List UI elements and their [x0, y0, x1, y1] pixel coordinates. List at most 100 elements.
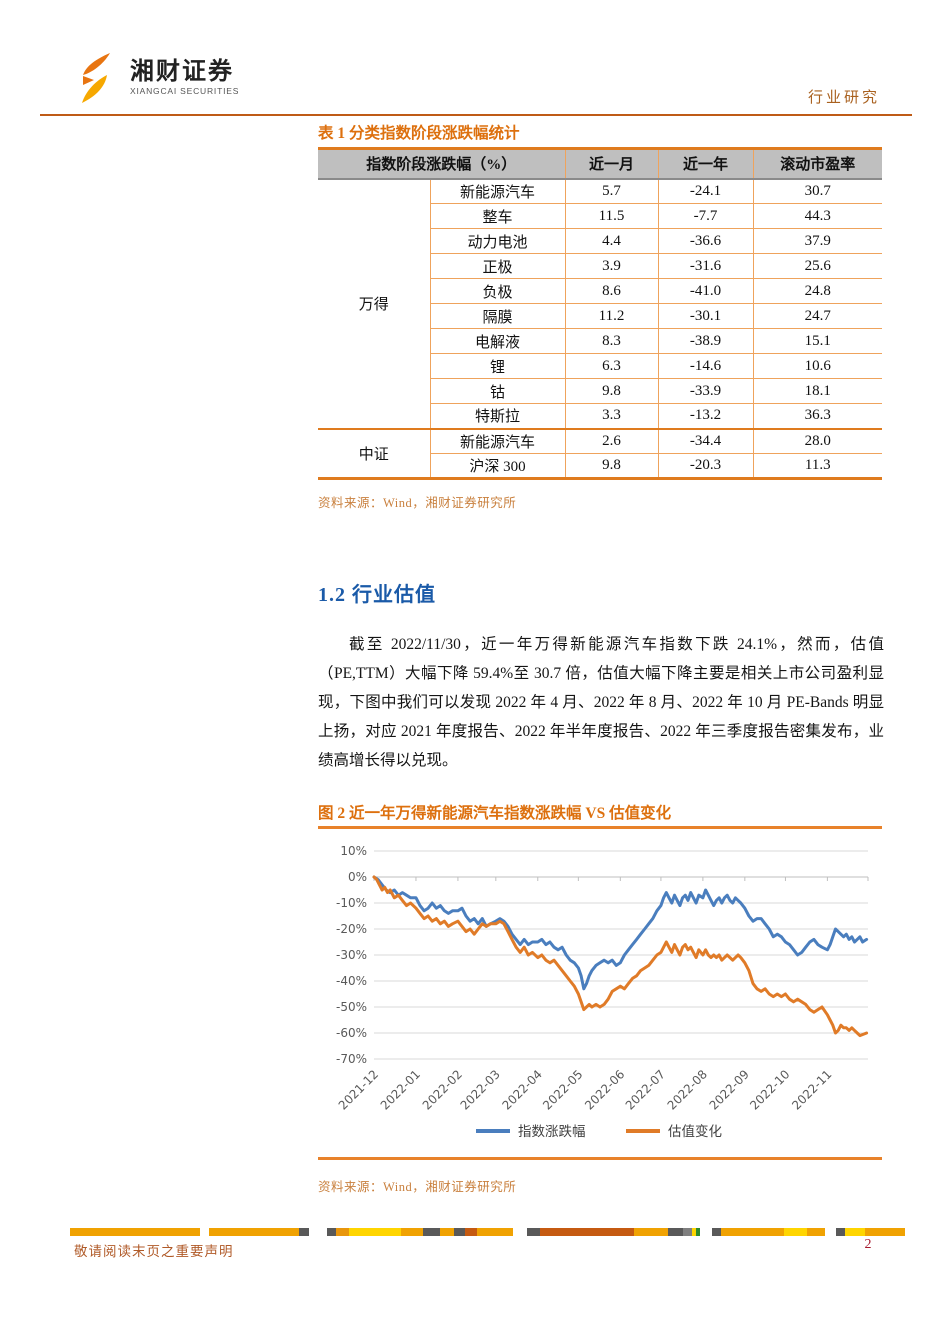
- footer-bar-segment: [464, 1228, 478, 1236]
- table-name-cell: 锂: [429, 353, 566, 379]
- footer-bar-segment: [712, 1228, 722, 1236]
- footer-bar-segment: [864, 1228, 905, 1236]
- footer-bar-segment: [634, 1228, 669, 1236]
- table-source-note: 资料来源：Wind，湘财证券研究所: [318, 496, 517, 510]
- table-body: 万得 新能源汽车 5.7 -24.1 30.7 整车 11.5 -7.7 44.3 动力电池 4.4…: [318, 178, 883, 479]
- y-tick-label: 10%: [340, 844, 367, 858]
- footer-bar-segment: [209, 1228, 299, 1236]
- table-group-cell: 中证: [318, 427, 430, 479]
- table-value-cell: 2.6: [564, 427, 659, 454]
- table-value-cell: 10.6: [752, 353, 883, 379]
- table-row: 锂 6.3 -14.6 10.6: [318, 353, 883, 379]
- line-chart: 10% 0% -10% -20% -30% -40% -50% -60% -70%2021-12…: [336, 844, 869, 1140]
- table-value-cell: 3.9: [564, 253, 659, 279]
- table-row: 中证 新能源汽车 2.6 -34.4 28.0: [318, 427, 883, 479]
- table-name-cell: 正极: [429, 253, 566, 279]
- x-tick-label: 2022-03: [458, 1067, 503, 1112]
- y-tick-label: -50%: [336, 1000, 367, 1014]
- table-value-cell: 15.1: [752, 328, 883, 354]
- table-value-cell: -38.9: [657, 328, 754, 354]
- footer-bar-segment: [327, 1228, 337, 1236]
- x-tick-label: 2022-10: [747, 1067, 792, 1112]
- table-value-cell: 24.7: [752, 303, 883, 329]
- table-value-cell: 36.3: [752, 403, 883, 429]
- table-value-cell: -24.1: [657, 178, 754, 204]
- y-axis-labels: 10% 0% -10% -20% -30% -40% -50% -60% -70%: [336, 844, 367, 1066]
- table-value-cell: 28.0: [752, 427, 883, 454]
- table-row: 整车 11.5 -7.7 44.3: [318, 203, 883, 229]
- table-value-cell: -13.2: [657, 403, 754, 429]
- footer-bar-segment: [309, 1228, 328, 1236]
- footer-mosaic-bar: [70, 1228, 905, 1236]
- x-tick-label: 2022-01: [378, 1067, 423, 1112]
- table-name-cell: 新能源汽车: [429, 427, 566, 454]
- y-tick-label: -40%: [336, 974, 367, 988]
- table-value-cell: 24.8: [752, 278, 883, 304]
- table-value-cell: -36.6: [657, 228, 754, 254]
- footer-bar-segment: [835, 1228, 845, 1236]
- x-tick-label: 2022-04: [500, 1067, 545, 1112]
- table-name-cell: 整车: [429, 203, 566, 229]
- table-value-cell: 25.6: [752, 253, 883, 279]
- footer-bar-segment: [439, 1228, 454, 1236]
- table-name-cell: 电解液: [429, 328, 566, 354]
- table-value-cell: 5.7: [564, 178, 659, 204]
- footer-bar-segment: [200, 1228, 210, 1236]
- table-row: 正极 3.9 -31.6 25.6: [318, 253, 883, 279]
- chart-legend: 指数涨跌幅 估值变化: [476, 1124, 722, 1140]
- table-value-cell: 37.9: [752, 228, 883, 254]
- footer-bar-segment: [539, 1228, 635, 1236]
- table-value-cell: 30.7: [752, 178, 883, 204]
- footer-bar-segment: [423, 1228, 440, 1236]
- table-value-cell: 9.8: [564, 378, 659, 404]
- footer-bar-segment: [668, 1228, 683, 1236]
- footer-bar-segment: [783, 1228, 808, 1236]
- footer-bar-segment: [807, 1228, 826, 1236]
- figure-container: 10% 0% -10% -20% -30% -40% -50% -60% -70% 2021-12…: [318, 826, 882, 1160]
- footer-bar-segment: [527, 1228, 540, 1236]
- table-value-cell: 18.1: [752, 378, 883, 404]
- table-value-cell: 11.3: [752, 453, 883, 479]
- table-name-cell: 新能源汽车: [429, 178, 566, 204]
- table-value-cell: -30.1: [657, 303, 754, 329]
- table-value-cell: 11.5: [564, 203, 659, 229]
- table-row: 钴 9.8 -33.9 18.1: [318, 378, 883, 404]
- y-tick-label: -30%: [336, 948, 367, 962]
- header-divider: [40, 114, 912, 116]
- table-header: 指数阶段涨跌幅（%） 近一月 近一年 滚动市盈率: [318, 148, 883, 180]
- footer-bar-segment: [699, 1228, 713, 1236]
- table-value-cell: -31.6: [657, 253, 754, 279]
- table-name-cell: 隔膜: [429, 303, 566, 329]
- table-value-cell: -41.0: [657, 278, 754, 304]
- x-axis-ticks: [373, 877, 869, 881]
- table-name-cell: 负极: [429, 278, 566, 304]
- table-row: 动力电池 4.4 -36.6 37.9: [318, 228, 883, 254]
- logo-cn-text: 湘财证券: [130, 59, 234, 86]
- table-value-cell: 44.3: [752, 203, 883, 229]
- table-name-cell: 特斯拉: [429, 403, 566, 429]
- y-tick-label: -70%: [336, 1052, 367, 1066]
- x-tick-label: 2022-11: [789, 1067, 834, 1112]
- x-tick-label: 2022-08: [665, 1067, 710, 1112]
- table-value-cell: 8.3: [564, 328, 659, 354]
- table-value-cell: 3.3: [564, 403, 659, 429]
- table-value-cell: -33.9: [657, 378, 754, 404]
- table-row: 特斯拉 3.3 -13.2 36.3: [318, 403, 883, 429]
- table-value-cell: -34.4: [657, 427, 754, 454]
- y-tick-label: -60%: [336, 1026, 367, 1040]
- y-tick-label: -10%: [336, 896, 367, 910]
- footer-bar-segment: [696, 1228, 700, 1236]
- table-title: 表 1 分类指数阶段涨跌幅统计: [318, 125, 520, 142]
- table-row: 负极 8.6 -41.0 24.8: [318, 278, 883, 304]
- figure-title: 图 2 近一年万得新能源汽车指数涨跌幅 VS 估值变化: [318, 805, 672, 822]
- x-tick-label: 2022-06: [582, 1067, 627, 1112]
- table-value-cell: 6.3: [564, 353, 659, 379]
- footer-disclaimer: 敬请阅读末页之重要声明: [74, 1244, 234, 1259]
- table-col-header: 近一年: [657, 148, 754, 180]
- y-tick-label: 0%: [348, 870, 367, 884]
- footer-bar-segment: [477, 1228, 514, 1236]
- footer-bar-segment: [298, 1228, 310, 1236]
- x-tick-label: 2022-05: [540, 1067, 585, 1112]
- x-tick-label: 2022-09: [707, 1067, 752, 1112]
